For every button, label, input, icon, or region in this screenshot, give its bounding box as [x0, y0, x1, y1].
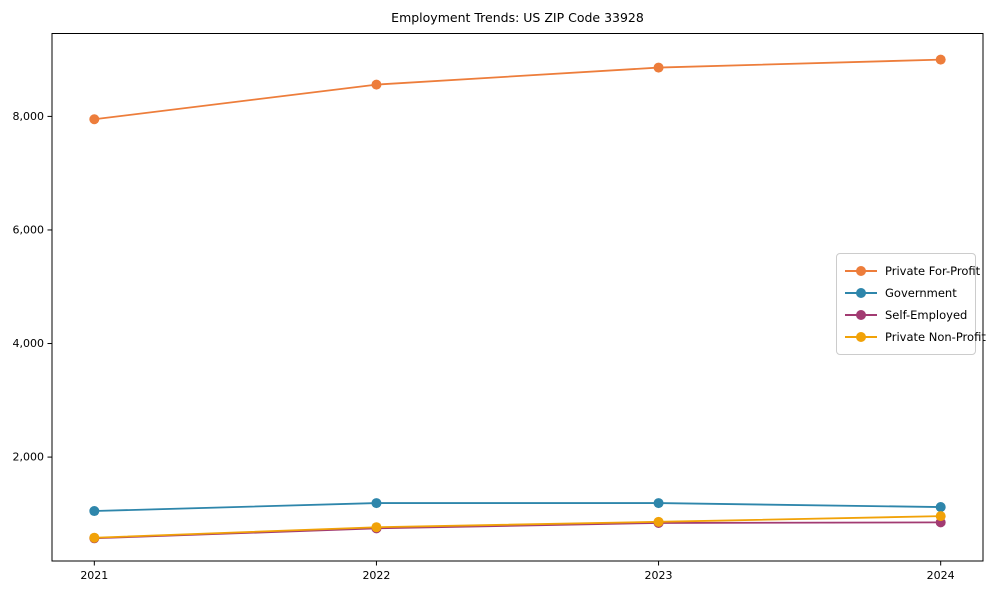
legend-swatch-self-employed	[845, 309, 877, 321]
legend-item-private-non-profit: Private Non-Profit	[845, 326, 986, 348]
legend-swatch-government	[845, 287, 877, 299]
x-tick-label: 2024	[927, 569, 955, 582]
series-marker-government	[653, 498, 664, 509]
legend-label: Private For-Profit	[885, 264, 981, 278]
legend-label: Government	[885, 286, 957, 300]
legend-item-private-for-profit: Private For-Profit	[845, 260, 980, 282]
series-marker-government	[371, 498, 382, 509]
plot-border	[51, 33, 984, 562]
legend-item-self-employed: Self-Employed	[845, 304, 967, 326]
series-marker-private-for-profit	[653, 62, 664, 73]
legend-item-government: Government	[845, 282, 967, 304]
series-marker-government	[935, 502, 946, 513]
legend-marker-icon	[856, 266, 866, 276]
series-marker-private-for-profit	[371, 79, 382, 90]
chart-title: Employment Trends: US ZIP Code 33928	[391, 10, 644, 25]
series-marker-private-non-profit	[935, 511, 946, 522]
legend-label: Private Non-Profit	[885, 330, 986, 344]
legend-box: Private For-Profit Government Self-Employe…	[836, 253, 986, 355]
x-tick-label: 2021	[80, 569, 108, 582]
series-marker-private-non-profit	[89, 532, 100, 543]
legend-swatch-private-non-profit	[845, 331, 877, 343]
series-marker-private-for-profit	[89, 114, 100, 125]
legend-swatch-private-for-profit	[845, 265, 877, 277]
series-marker-private-non-profit	[653, 516, 664, 527]
series-line-government	[94, 502, 941, 512]
legend-marker-icon	[856, 288, 866, 298]
x-tick-label: 2022	[362, 569, 390, 582]
series-marker-private-for-profit	[935, 54, 946, 65]
series-line-private-non-profit	[94, 515, 941, 539]
series-marker-government	[89, 506, 100, 517]
y-tick-label: 4,000	[13, 337, 45, 350]
x-tick-label: 2023	[645, 569, 673, 582]
legend-marker-icon	[856, 310, 866, 320]
series-line-private-for-profit	[94, 58, 941, 121]
y-tick-label: 8,000	[13, 110, 45, 123]
legend-label: Self-Employed	[885, 308, 968, 322]
y-tick-label: 6,000	[13, 223, 45, 236]
y-tick-label: 2,000	[13, 451, 45, 464]
legend-marker-icon	[856, 332, 866, 342]
series-marker-private-non-profit	[371, 522, 382, 533]
